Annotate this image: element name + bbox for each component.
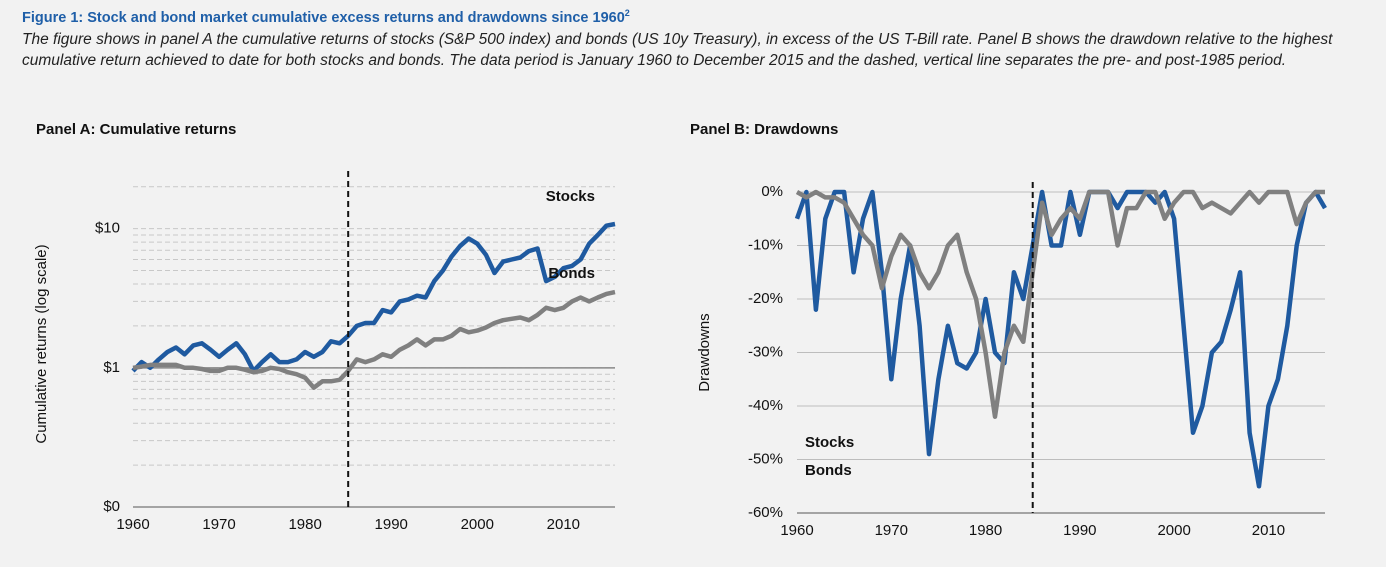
series-label: Bonds [548,265,595,282]
x-tick-label: 2000 [1157,522,1190,539]
x-tick-label: 1980 [288,516,321,533]
series-label: Stocks [546,188,595,205]
series-line [132,289,616,390]
title-note: 2 [624,8,630,18]
y-axis-label: Cumulative returns (log scale) [33,244,50,443]
series-line [131,221,616,374]
x-tick-label: 1960 [116,516,149,533]
y-tick-label: $1 [103,359,120,376]
x-tick-label: 1980 [969,522,1002,539]
series-line [794,189,1327,489]
x-tick-label: 2010 [547,516,580,533]
y-tick-label: -20% [748,290,783,307]
title-text: Figure 1: Stock and bond market cumulati… [22,9,625,26]
y-tick-label: -30% [748,343,783,360]
x-tick-label: 1990 [1063,522,1096,539]
panel-title: Panel A: Cumulative returns [36,121,236,138]
y-tick-label: 0% [761,183,783,200]
header: Figure 1: Stock and bond market cumulati… [22,8,1362,71]
y-tick-label: $0 [103,498,120,515]
caption: The figure shows in panel A the cumulati… [22,30,1333,69]
y-tick-label: -60% [748,504,783,521]
panel-title: Panel B: Drawdowns [690,121,838,138]
x-tick-label: 2010 [1252,522,1285,539]
x-tick-label: 1970 [875,522,908,539]
y-tick-label: -40% [748,397,783,414]
y-tick-label: -10% [748,236,783,253]
x-tick-label: 1970 [202,516,235,533]
series-line [795,189,1325,419]
x-tick-label: 1960 [780,522,813,539]
x-tick-label: 1990 [375,516,408,533]
figure-title: Figure 1: Stock and bond market cumulati… [22,8,1362,26]
legend-entry: Stocks [805,434,854,451]
y-axis-label: Drawdowns [696,313,713,391]
y-tick-label: $10 [95,220,120,237]
legend-entry: Bonds [805,462,852,479]
x-tick-label: 2000 [461,516,494,533]
y-tick-label: -50% [748,450,783,467]
